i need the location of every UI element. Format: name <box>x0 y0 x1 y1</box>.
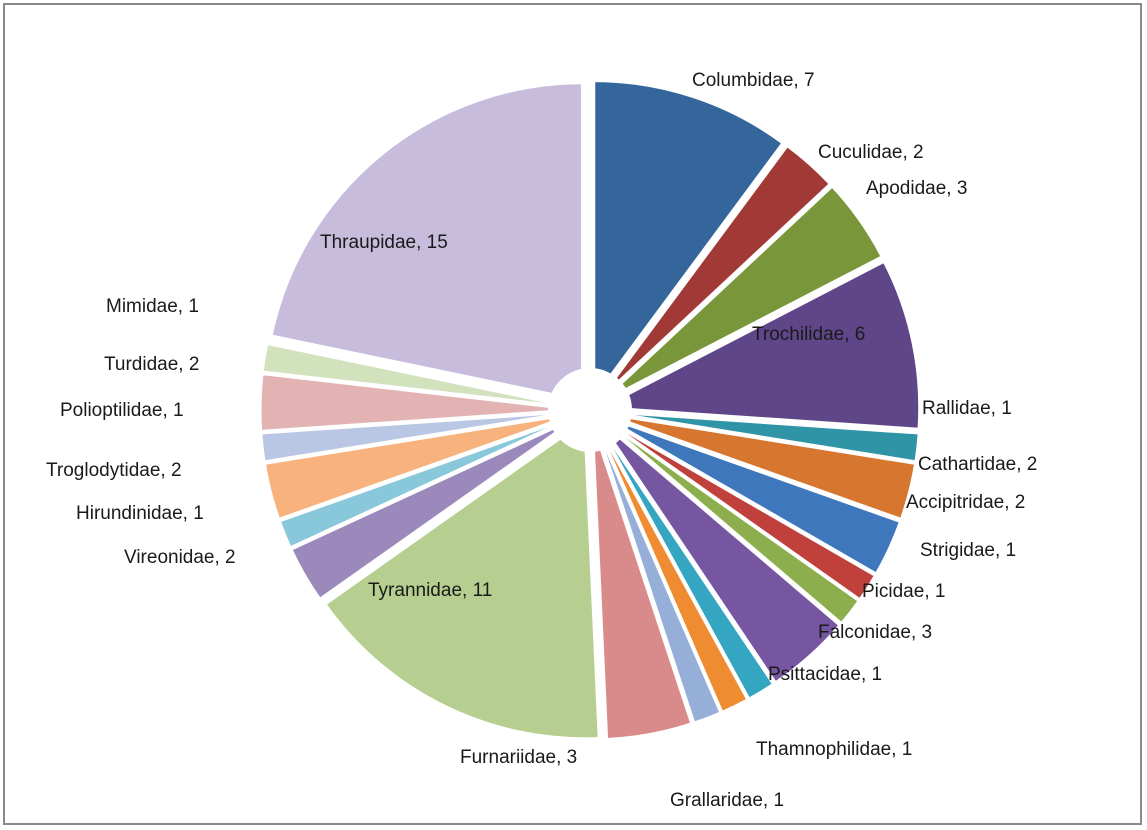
pie-slice-apodidae <box>598 183 885 405</box>
pie-slice-mimidae <box>260 341 579 410</box>
pie-label-tyrannidae: Tyrannidae, 11 <box>368 580 492 601</box>
pie-slice-cuculidae <box>596 143 833 403</box>
pie-label-picidae: Picidae, 1 <box>862 581 945 602</box>
pie-label-rallidae: Rallidae, 1 <box>922 398 1012 419</box>
pie-label-cathartidae: Cathartidae, 2 <box>918 454 1037 475</box>
pie-slice-trochilidae <box>596 259 922 431</box>
pie-slice-falconidae <box>596 417 843 685</box>
pie-slice-furnariidae <box>590 421 694 742</box>
pie-slice-troglodytidae <box>262 411 579 522</box>
pie-label-cuculidae: Cuculidae, 2 <box>818 142 924 163</box>
pie-label-trochilidae: Trochilidae, 6 <box>752 324 865 345</box>
pie-label-polioptilidae: Polioptilidae, 1 <box>60 400 184 421</box>
pie-slice-columbidae <box>592 79 786 404</box>
pie-label-accipitridae: Accipitridae, 2 <box>906 492 1025 513</box>
pie-label-hirundinidae: Hirundinidae, 1 <box>76 503 204 524</box>
pie-label-psittacidae: Psittacidae, 1 <box>768 664 882 685</box>
pie-label-falconidae: Falconidae, 3 <box>818 622 932 643</box>
pie-label-thamnophilidae: Thamnophilidae, 1 <box>756 739 912 760</box>
pie-label-mimidae: Mimidae, 1 <box>106 296 199 317</box>
pie-label-columbidae: Columbidae, 7 <box>692 70 815 91</box>
pie-slice-hirundinidae <box>277 413 580 550</box>
pie-slice-rallidae <box>601 409 921 464</box>
pie-slices <box>258 79 922 742</box>
pie-slice-grallaridae <box>592 420 723 726</box>
pie-slice-turdidae <box>258 371 579 434</box>
pie-slice-vireonidae <box>288 414 581 602</box>
pie-slice-accipitridae <box>600 413 903 577</box>
pie-slice-polioptilidae <box>259 409 579 464</box>
pie-label-troglodytidae: Troglodytidae, 2 <box>46 460 182 481</box>
pie-label-strigidae: Strigidae, 1 <box>920 540 1016 561</box>
pie-label-turdidae: Turdidae, 2 <box>104 354 199 375</box>
pie-slice-cathartidae <box>601 411 918 522</box>
pie-label-grallaridae: Grallaridae, 1 <box>670 790 784 811</box>
pie-label-apodidae: Apodidae, 3 <box>866 178 967 199</box>
pie-label-furnariidae: Furnariidae, 3 <box>460 747 577 768</box>
pie-label-thraupidae: Thraupidae, 15 <box>320 232 448 253</box>
pie-center <box>548 368 632 452</box>
pie-slice-picidae <box>598 416 862 626</box>
pie-label-vireonidae: Vireonidae, 2 <box>124 547 236 568</box>
pie-slice-tyrannidae <box>322 417 601 741</box>
pie-slice-thraupidae <box>269 81 584 403</box>
pie-labels: Columbidae, 7 Cuculidae, 2 Apodidae, 3 Troc… <box>46 70 1037 811</box>
